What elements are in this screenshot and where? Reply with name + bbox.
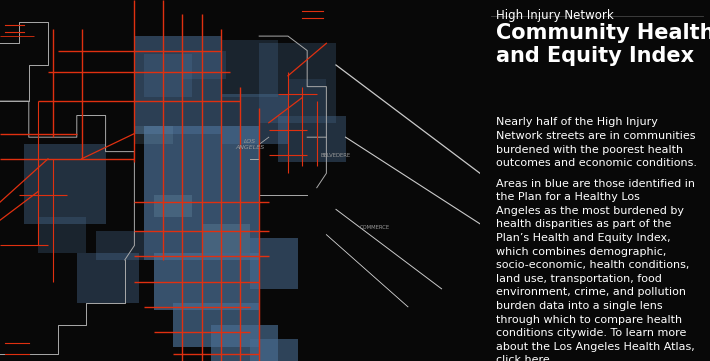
Bar [38, 217, 87, 253]
Text: COMMERCE: COMMERCE [359, 225, 389, 230]
Bar [153, 253, 259, 310]
Bar [288, 79, 327, 116]
Bar [134, 36, 221, 134]
Bar [96, 231, 144, 260]
Bar [134, 126, 173, 144]
Bar [278, 116, 346, 162]
Bar [211, 325, 278, 361]
Text: Nearly half of the High Injury
Network streets are in communities
burdened with : Nearly half of the High Injury Network s… [496, 117, 697, 168]
Bar [77, 253, 139, 303]
Text: Community Health
and Equity Index: Community Health and Equity Index [496, 23, 710, 66]
Bar [250, 238, 297, 289]
Text: Areas in blue are those identified in
the Plan for a Healthy Los
Angeles as the : Areas in blue are those identified in th… [496, 179, 695, 361]
Text: LOS
ANGELES: LOS ANGELES [235, 139, 264, 150]
Bar [144, 126, 259, 260]
Bar [202, 224, 250, 253]
Bar [182, 51, 226, 79]
Text: High Injury Network: High Injury Network [496, 9, 614, 22]
Text: BELVEDERE: BELVEDERE [321, 153, 351, 158]
Bar [250, 339, 297, 361]
Bar [153, 195, 192, 217]
Bar [221, 40, 278, 97]
Bar [24, 144, 106, 224]
Bar [259, 43, 336, 123]
Bar [173, 303, 259, 347]
Bar [144, 54, 192, 97]
Bar [221, 94, 288, 144]
